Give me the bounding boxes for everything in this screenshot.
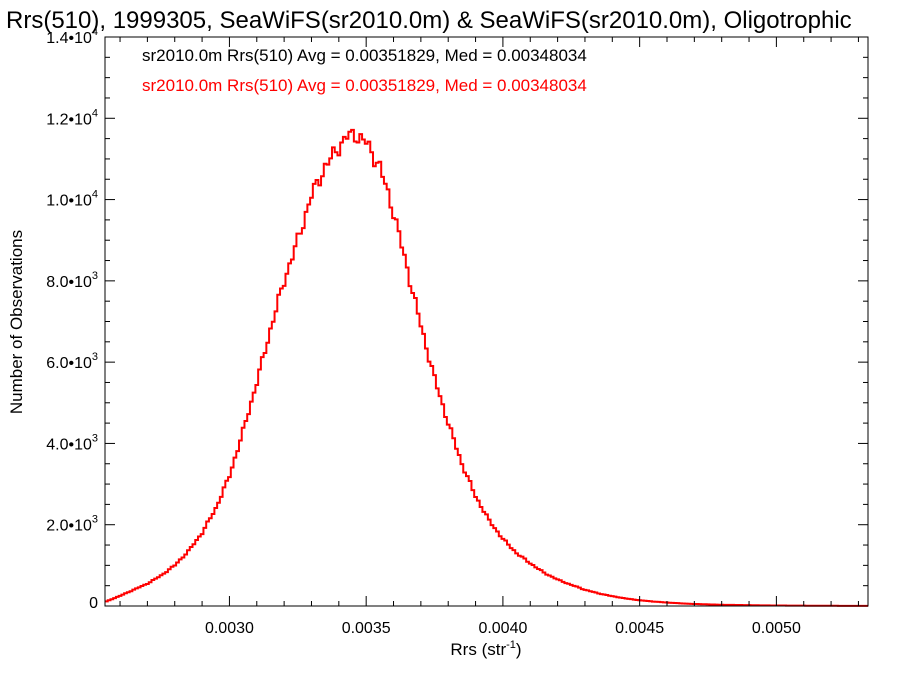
y-axis-label: Number of Observations xyxy=(7,230,26,414)
y-tick-label: 1.2•104 xyxy=(46,107,98,128)
x-tick-label: 0.0050 xyxy=(752,620,801,637)
legend-entry-red: sr2010.0m Rrs(510) Avg = 0.00351829, Med… xyxy=(142,76,587,95)
x-axis-label: Rrs (str-1) xyxy=(450,639,521,659)
x-tick-label: 0.0040 xyxy=(478,620,527,637)
y-tick-label: 2.0•103 xyxy=(46,514,98,535)
axis-ticks xyxy=(105,36,868,607)
y-tick-label: 0 xyxy=(89,595,98,612)
x-tick-label: 0.0045 xyxy=(615,620,664,637)
x-tick-label: 0.0030 xyxy=(205,620,254,637)
y-tick-label: 4.0•103 xyxy=(46,432,98,453)
y-tick-label: 8.0•103 xyxy=(46,270,98,291)
x-tick-labels: 0.0030 0.0035 0.0040 0.0045 0.0050 xyxy=(205,620,801,637)
y-tick-label: 6.0•103 xyxy=(46,351,98,372)
series-line xyxy=(105,128,868,607)
plot-frame xyxy=(104,36,869,607)
legend: sr2010.0m Rrs(510) Avg = 0.00351829, Med… xyxy=(142,46,587,95)
y-tick-labels: 0 2.0•103 4.0•103 6.0•103 8.0•103 1.0•104 1.2•… xyxy=(46,26,98,612)
x-tick-label: 0.0035 xyxy=(342,620,391,637)
y-tick-label: 1.4•104 xyxy=(46,26,98,47)
legend-entry-black: sr2010.0m Rrs(510) Avg = 0.00351829, Med… xyxy=(142,46,587,65)
y-tick-label: 1.0•104 xyxy=(46,189,98,210)
chart-title: Rrs(510), 1999305, SeaWiFS(sr2010.0m) & … xyxy=(6,7,852,34)
